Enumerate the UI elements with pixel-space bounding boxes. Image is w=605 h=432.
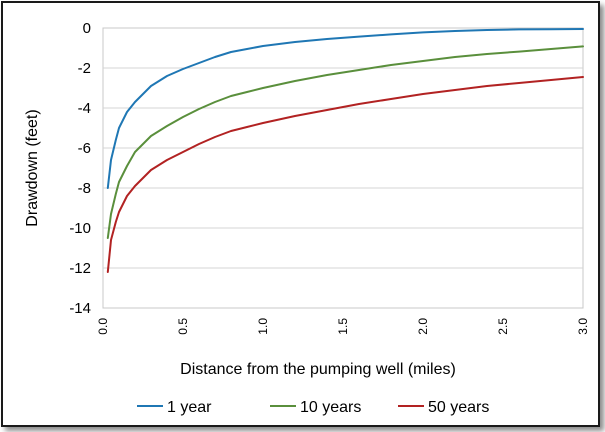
legend-label: 1 year [167,399,212,416]
x-tick-label: 1.0 [256,318,270,335]
legend: 1 year 10 years 50 years [137,399,489,416]
y-tick-label: -8 [78,180,91,197]
x-axis-title: Distance from the pumping well (miles) [180,361,456,378]
y-tick-label: -2 [78,60,91,77]
y-axis-ticks: 0 -2 -4 -6 -8 -10 -12 -14 [69,20,91,317]
series-line-50-years [106,76,584,273]
series-line-10-years [106,45,584,239]
series-line-1-year [106,28,584,189]
x-tick-label: 2.5 [496,318,510,335]
y-tick-label: -12 [69,260,91,277]
x-tick-label: 2.0 [416,318,430,335]
plot-area [102,27,584,309]
series-lines [106,28,584,273]
y-tick-label: -6 [78,140,91,157]
y-axis-title: Drawdown (feet) [24,109,41,226]
y-tick-label: 0 [83,20,91,37]
y-tick-label: -10 [69,220,91,237]
legend-label: 50 years [428,399,489,416]
legend-label: 10 years [300,399,361,416]
y-tick-label: -14 [69,300,91,317]
y-tick-label: -4 [78,100,91,117]
x-tick-label: 0.0 [96,318,110,335]
x-tick-label: 1.5 [336,318,350,335]
x-tick-label: 0.5 [176,318,190,335]
x-tick-label: 3.0 [576,318,590,335]
x-axis-ticks: 0.0 0.5 1.0 1.5 2.0 2.5 3.0 [96,318,590,335]
